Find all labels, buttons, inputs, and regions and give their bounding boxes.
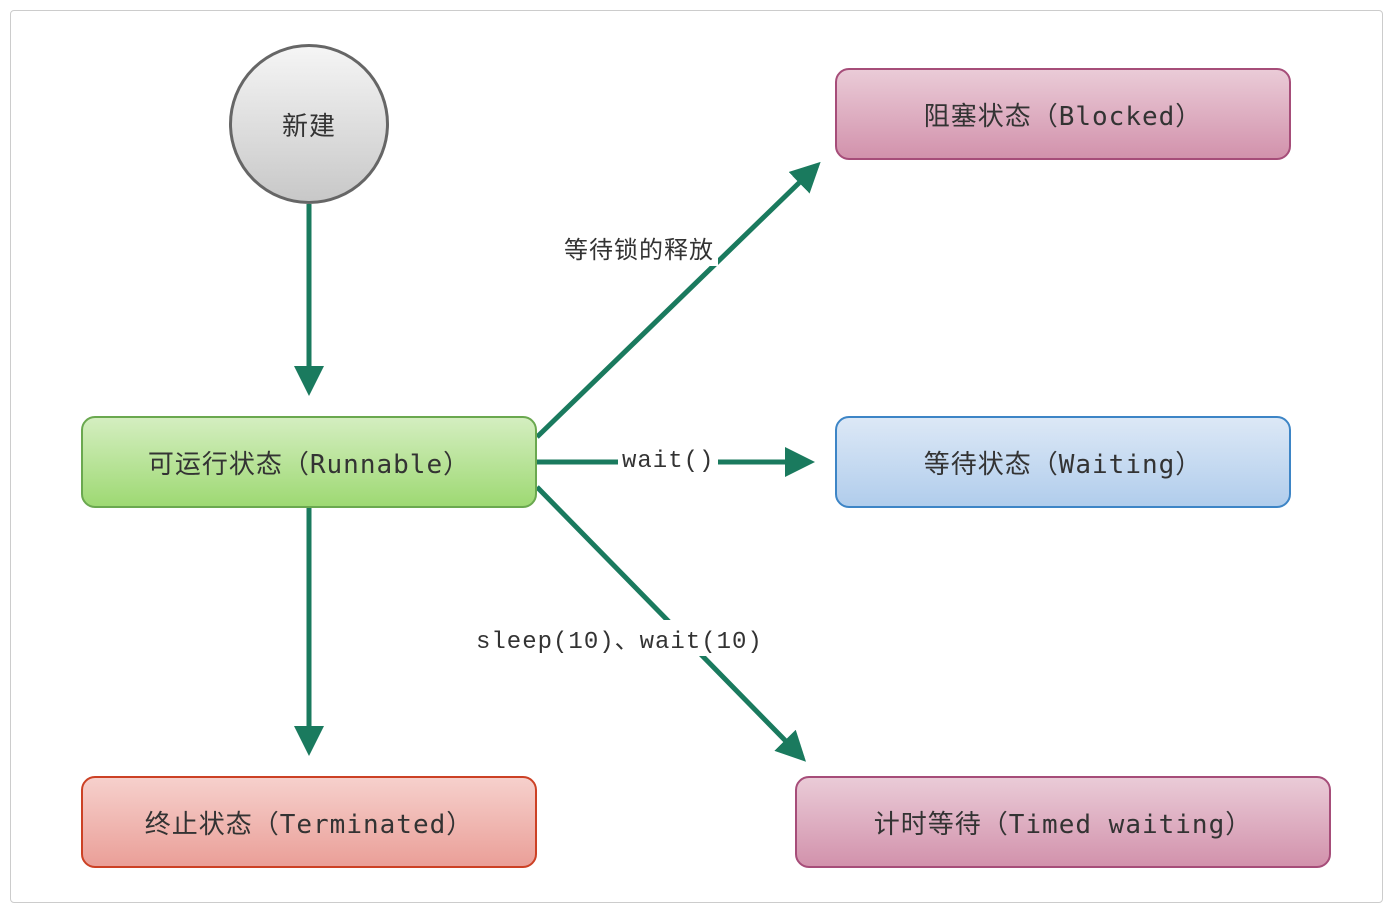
state-waiting-label: 等待状态（Waiting）: [924, 444, 1203, 481]
diagram-canvas: 新建 可运行状态（Runnable） 终止状态（Terminated） 阻塞状态…: [0, 0, 1393, 913]
state-terminated: 终止状态（Terminated）: [81, 776, 537, 868]
edge-label-blocked: 等待锁的释放: [560, 230, 718, 266]
state-waiting: 等待状态（Waiting）: [835, 416, 1291, 508]
state-new: 新建: [229, 44, 389, 204]
state-timed-label: 计时等待（Timed waiting）: [874, 804, 1253, 841]
edge-label-waiting: wait(): [618, 448, 718, 475]
state-terminated-label: 终止状态（Terminated）: [145, 804, 474, 841]
state-timed-waiting: 计时等待（Timed waiting）: [795, 776, 1331, 868]
state-blocked: 阻塞状态（Blocked）: [835, 68, 1291, 160]
edge-label-timed: sleep(10)、wait(10): [472, 620, 767, 656]
state-blocked-label: 阻塞状态（Blocked）: [924, 96, 1203, 133]
state-runnable: 可运行状态（Runnable）: [81, 416, 537, 508]
state-new-label: 新建: [282, 106, 336, 143]
state-runnable-label: 可运行状态（Runnable）: [148, 444, 470, 481]
